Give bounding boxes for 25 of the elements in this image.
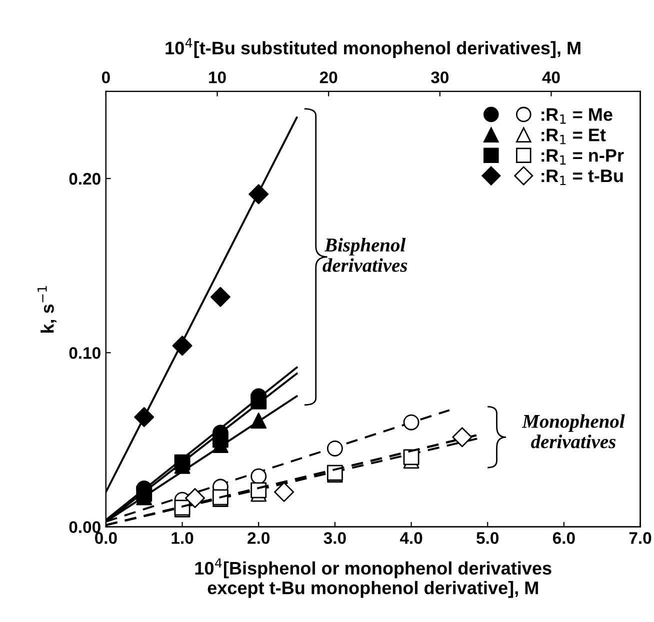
y-tick-label: 0.10 xyxy=(69,347,100,359)
legend-label: :R$_{1}$ = t-Bu xyxy=(542,170,623,186)
annotation: Monophenol derivatives xyxy=(522,414,625,448)
legend-label: :R$_{1}$ = n-Pr xyxy=(542,149,624,165)
x-tick-label: 2.0 xyxy=(248,532,270,544)
x-axis-title: 10$^{4}$[Bisphenol or monophenol derivatives except t-Bu monophenol derivative], M xyxy=(195,558,552,598)
x2-tick-label: 40 xyxy=(542,71,560,84)
y-tick-label: 0.00 xyxy=(69,521,100,534)
y-tick-label: 0.20 xyxy=(69,172,100,185)
x-tick-label: 0.0 xyxy=(95,532,117,544)
x2-tick-label: 10 xyxy=(209,71,226,84)
x2-tick-label: 0 xyxy=(102,71,110,84)
x-tick-label: 5.0 xyxy=(476,532,499,544)
legend-label: :R$_{1}$ = Me xyxy=(542,108,612,124)
annotation: Bisphenol derivatives xyxy=(322,238,408,272)
x2-tick-label: 30 xyxy=(431,71,448,84)
x-tick-label: 6.0 xyxy=(552,532,575,544)
x-tick-label: 3.0 xyxy=(324,532,346,544)
y-axis-title: k, s$^{−1}$ xyxy=(38,286,56,333)
x-tick-label: 1.0 xyxy=(172,532,194,544)
x2-axis-title: 10$^{4}$[t-Bu substituted monophenol derivatives], M xyxy=(166,38,580,58)
x-tick-label: 4.0 xyxy=(400,532,422,544)
legend-label: :R$_{1}$ = Et xyxy=(542,128,606,144)
x-tick-label: 7.0 xyxy=(629,532,652,544)
x2-tick-label: 20 xyxy=(320,71,338,84)
